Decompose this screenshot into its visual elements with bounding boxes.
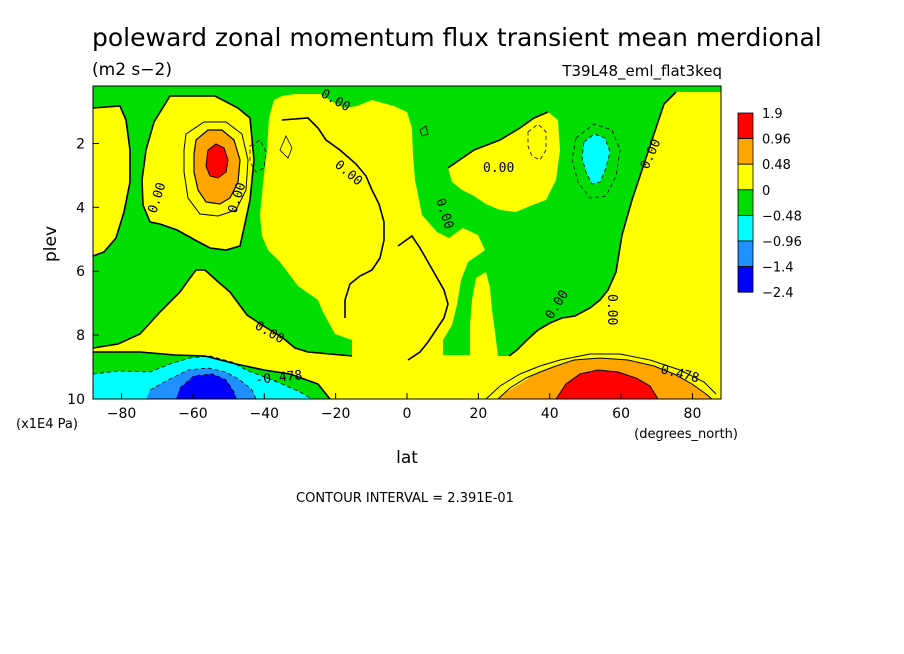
x-tick-label: 20 — [469, 406, 487, 422]
legend-label: 0.48 — [762, 158, 791, 173]
x-tick-label: −40 — [249, 406, 279, 422]
legend-swatch — [737, 189, 754, 216]
legend-label: 0.96 — [762, 133, 791, 148]
contour-label: -0.478 — [255, 368, 303, 388]
legend-swatch — [737, 163, 754, 191]
x-axis-units: (degrees_north) — [634, 427, 738, 442]
yellow-channel-2 — [282, 118, 384, 320]
y-tick-label: 8 — [76, 328, 85, 344]
run-label: T39L48_eml_flat3keq — [561, 62, 722, 81]
y-tick-label: 6 — [76, 264, 85, 280]
x-tick-label: 40 — [541, 406, 559, 422]
contour-label: 0.00 — [604, 294, 619, 325]
legend-label: −0.48 — [762, 209, 802, 224]
x-tick-label: −80 — [107, 406, 137, 422]
y-tick-label: 4 — [76, 200, 85, 216]
legend-swatch — [737, 138, 754, 165]
legend-swatch — [737, 214, 754, 242]
yellow-channel-3 — [398, 236, 448, 360]
legend-label: −1.4 — [762, 261, 794, 276]
legend-label: 1.9 — [762, 107, 783, 122]
x-tick-label: −60 — [178, 406, 208, 422]
x-tick-label: −20 — [321, 406, 351, 422]
legend-label: −0.96 — [762, 235, 802, 250]
x-axis: −80 −60 −40 −20 0 20 40 60 80 — [107, 393, 702, 422]
legend-swatch — [737, 112, 754, 140]
deep-blue-core-sh — [176, 374, 236, 399]
color-legend: 1.9 0.96 0.48 0 −0.48 −0.96 −1.4 −2.4 — [737, 107, 802, 301]
x-axis-label: lat — [396, 448, 418, 468]
y-axis: 2 4 6 8 10 — [67, 136, 99, 408]
units-label: (m2 s−2) — [92, 60, 172, 80]
yellow-channel-5 — [93, 106, 130, 256]
y-tick-label: 2 — [76, 136, 85, 152]
yellow-inner-nh — [468, 376, 532, 399]
legend-swatch — [737, 240, 754, 268]
contour-interval-note: CONTOUR INTERVAL = 2.391E-01 — [296, 491, 514, 506]
chart-title: poleward zonal momentum flux transient m… — [92, 23, 822, 52]
legend-label: −2.4 — [762, 286, 794, 301]
legend-swatch — [737, 266, 754, 293]
cyan-region-nh — [582, 134, 610, 184]
x-tick-label: 60 — [612, 406, 630, 422]
y-axis-units: (x1E4 Pa) — [16, 417, 78, 432]
x-tick-label: 0 — [403, 406, 412, 422]
contour-lines — [93, 91, 717, 399]
red-region-sh — [206, 144, 228, 178]
x-tick-label: 80 — [684, 406, 702, 422]
y-axis-label: plev — [41, 226, 61, 262]
y-tick-label: 10 — [67, 392, 85, 408]
contour-label: 0.00 — [483, 161, 514, 176]
yellow-channel-4 — [448, 112, 560, 212]
legend-label: 0 — [762, 184, 770, 199]
